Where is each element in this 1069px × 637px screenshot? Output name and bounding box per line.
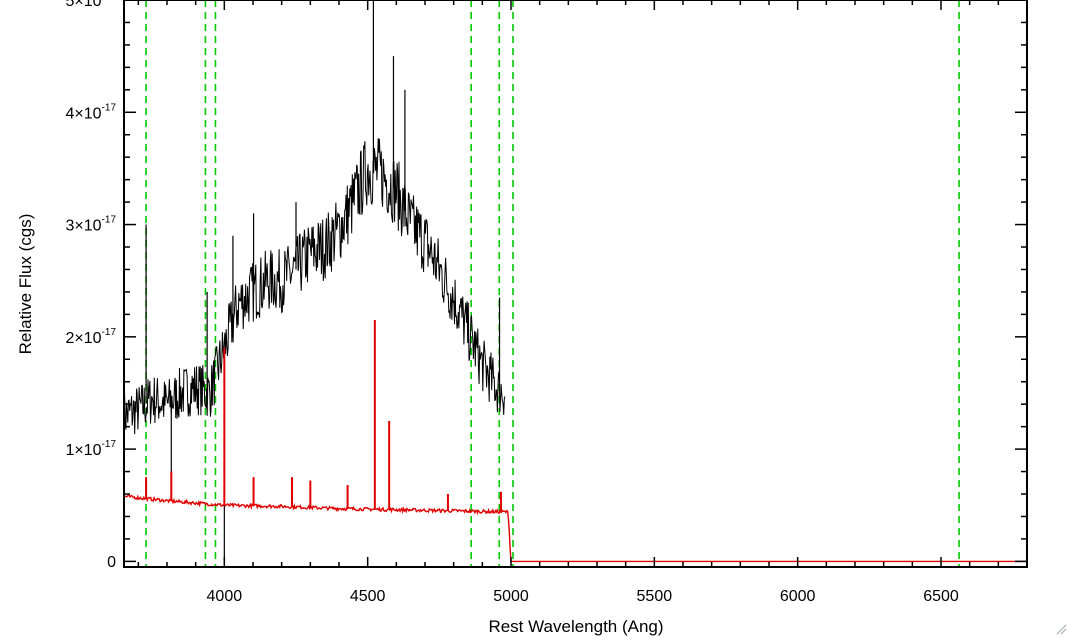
y-tick-label: 1×10-17 <box>66 439 117 459</box>
reference-lines <box>145 0 960 567</box>
x-tick-label: 4500 <box>350 588 386 605</box>
series-line <box>123 494 1027 563</box>
y-tick-exponent: -17 <box>102 102 117 113</box>
y-tick-label: 2×10-17 <box>66 327 117 347</box>
plot-frame <box>123 0 1028 568</box>
x-tick-label: 6000 <box>780 588 816 605</box>
x-axis-title: Rest Wavelength (Ang) <box>488 617 663 636</box>
y-tick-mantissa: 2×10 <box>66 330 102 347</box>
x-tick-labels: 4000 4500 5000 5500 6000 6500 <box>207 588 959 605</box>
y-tick-mantissa: 4×10 <box>66 105 102 122</box>
y-tick-label: 3×10-17 <box>66 215 117 235</box>
series-line <box>123 138 506 442</box>
y-tick-exponent: -17 <box>102 439 117 450</box>
axis-ticks <box>124 0 1028 567</box>
resize-grip-icon[interactable] <box>1055 623 1067 635</box>
y-tick-label: 0 <box>107 554 116 571</box>
x-tick-label: 6500 <box>923 588 959 605</box>
y-tick-label: 4×10-17 <box>66 102 117 122</box>
y-tick-mantissa: 1×10 <box>66 442 102 459</box>
y-tick-label: 5×10-17 <box>66 0 117 10</box>
y-axis-title: Relative Flux (cgs) <box>16 214 35 355</box>
y-tick-exponent: -17 <box>102 0 117 1</box>
y-tick-labels: 01×10-172×10-173×10-174×10-175×10-17 <box>66 0 117 571</box>
series-layer <box>123 0 1027 563</box>
x-tick-label: 4000 <box>207 588 243 605</box>
plot-axes <box>123 0 1028 568</box>
y-tick-exponent: -17 <box>102 215 117 226</box>
x-tick-label: 5000 <box>493 588 529 605</box>
y-tick-exponent: -17 <box>102 327 117 338</box>
y-tick-mantissa: 5×10 <box>66 0 102 10</box>
x-tick-label: 5500 <box>637 588 673 605</box>
y-tick-mantissa: 3×10 <box>66 218 102 235</box>
